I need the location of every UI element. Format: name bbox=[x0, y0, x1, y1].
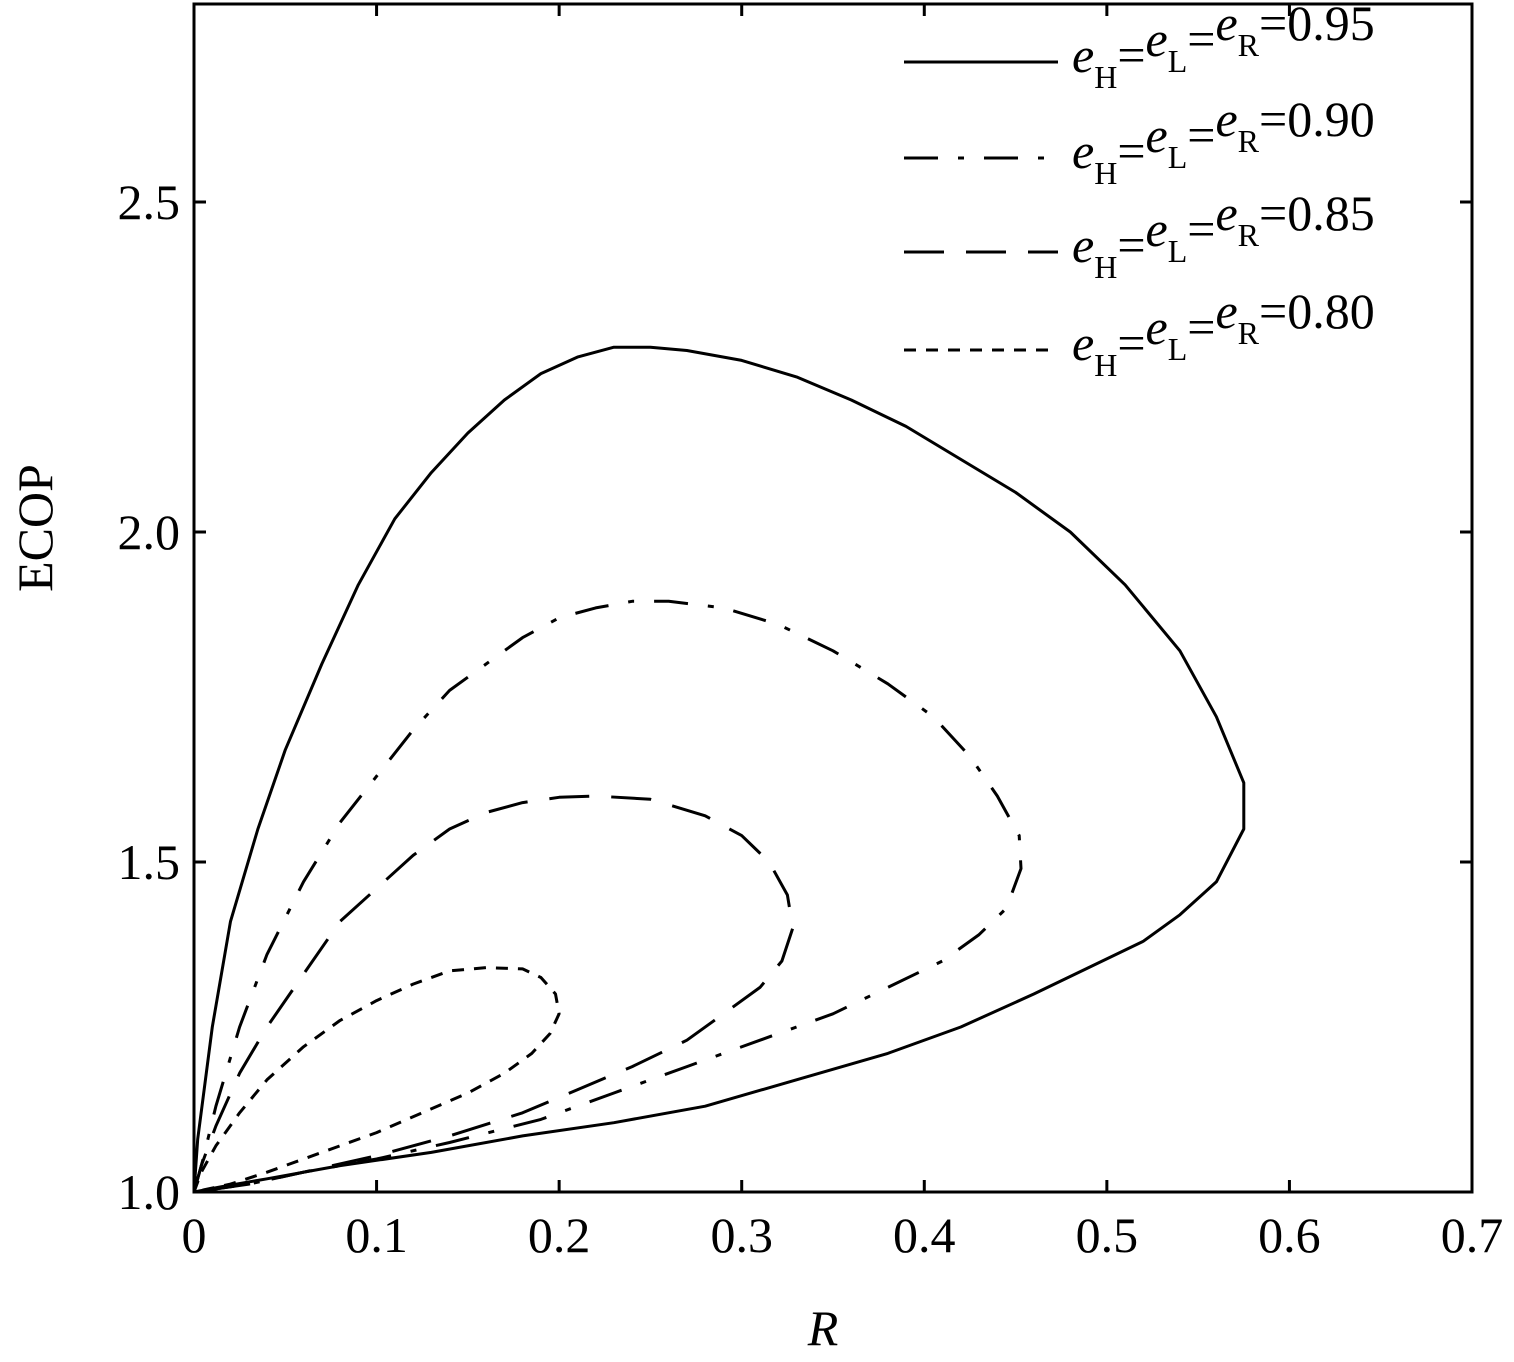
series-line-1 bbox=[192, 345, 1246, 1194]
legend-label-3: eH=eL=eR=0.85 bbox=[1072, 185, 1375, 285]
series-line-4 bbox=[192, 966, 561, 1194]
x-tick-label: 0 bbox=[182, 1207, 207, 1263]
x-tick-label: 0.4 bbox=[893, 1207, 956, 1263]
legend-label-2: eH=eL=eR=0.90 bbox=[1072, 91, 1375, 191]
plot-frame bbox=[192, 2, 1474, 1194]
x-tick-label: 0.3 bbox=[710, 1207, 773, 1263]
x-tick-label: 0.2 bbox=[528, 1207, 591, 1263]
x-tick-label: 0.7 bbox=[1441, 1207, 1504, 1263]
x-axis-title: R bbox=[807, 1300, 839, 1356]
legend-label-4: eH=eL=eR=0.80 bbox=[1072, 283, 1375, 383]
x-tick-label: 0.6 bbox=[1258, 1207, 1321, 1263]
y-tick-label: 1.0 bbox=[118, 1164, 181, 1220]
x-tick-label: 0.1 bbox=[345, 1207, 408, 1263]
y-tick-label: 1.5 bbox=[118, 834, 181, 890]
y-tick-label: 2.5 bbox=[118, 174, 181, 230]
series-line-3 bbox=[192, 794, 795, 1194]
series-line-2 bbox=[192, 599, 1023, 1194]
y-tick-label: 2.0 bbox=[118, 504, 181, 560]
x-tick-label: 0.5 bbox=[1076, 1207, 1139, 1263]
legend-label-1: eH=eL=eR=0.95 bbox=[1072, 0, 1375, 95]
y-axis-title: ECOP bbox=[7, 464, 63, 592]
